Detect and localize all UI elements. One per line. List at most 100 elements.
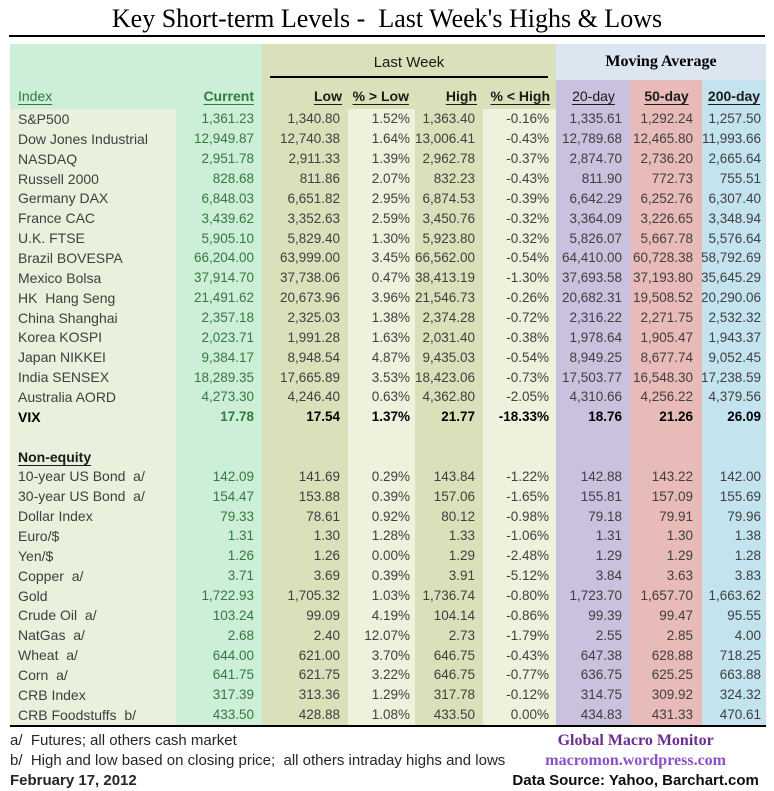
row-value: -1.06% (483, 526, 556, 546)
row-value: 2.85 (631, 625, 702, 646)
row-value: 1,705.32 (262, 585, 348, 606)
column-header-20-day: 20-day (556, 80, 631, 109)
brand-url[interactable]: macromon.wordpress.com (545, 752, 726, 769)
row-value: 2.68 (176, 625, 262, 646)
row-value: 5,576.64 (702, 228, 766, 249)
footnote-b: b/ High and low based on closing price; … (10, 752, 506, 769)
row-value: 434.83 (556, 704, 631, 725)
row-value: -0.73% (483, 367, 556, 388)
row-label: Crude Oil a/ (10, 605, 176, 626)
row-label: VIX (10, 406, 176, 427)
group-header-index-block (10, 44, 262, 80)
row-value: 1,905.47 (631, 327, 702, 348)
row-value: 19,508.52 (631, 287, 702, 308)
row-value: 21,546.73 (415, 287, 483, 308)
row-value: 3.84 (556, 565, 631, 586)
row-value: 99.47 (631, 605, 702, 626)
row-value: -0.43% (483, 128, 556, 149)
row-value: 0.00% (348, 545, 415, 566)
row-value: 0.47% (348, 267, 415, 288)
levels-table: Last Week Moving Average Index Current L… (10, 44, 766, 727)
row-value (262, 446, 348, 467)
row-value: 6,307.40 (702, 188, 766, 209)
row-value: 1,736.74 (415, 585, 483, 606)
row-value: -2.48% (483, 545, 556, 566)
row-value: 12,949.87 (176, 128, 262, 149)
row-value: 1.30 (631, 526, 702, 546)
row-value: 143.84 (415, 466, 483, 487)
row-value: 17.78 (176, 406, 262, 427)
row-value: 9,052.45 (702, 347, 766, 368)
row-value: 3.63 (631, 565, 702, 586)
table-row: Crude Oil a/103.24 99.09 4.19% 104.14 -0.86%… (10, 605, 766, 626)
row-value: 1.33 (415, 526, 483, 546)
row-value: 3.91 (415, 565, 483, 586)
row-value: 1,657.70 (631, 585, 702, 606)
row-value: -0.39% (483, 188, 556, 209)
row-value: 314.75 (556, 684, 631, 705)
row-value: 4,273.30 (176, 387, 262, 407)
row-label: HK Hang Seng (10, 287, 176, 308)
row-value: 2,316.22 (556, 307, 631, 328)
row-label: China Shanghai (10, 307, 176, 328)
row-value: 1.38 (702, 526, 766, 546)
row-value: 16,548.30 (631, 367, 702, 388)
last-week-underline (270, 76, 548, 78)
table-row: Yen/$ 1.26 1.26 0.00% 1.29 -2.48% 1.29 1.29 1.28 (10, 545, 766, 566)
row-label: Mexico Bolsa (10, 267, 176, 288)
row-value: 99.09 (262, 605, 348, 626)
row-value: 18,423.06 (415, 367, 483, 388)
row-value: 17,238.59 (702, 367, 766, 388)
row-value: 13,006.41 (415, 128, 483, 149)
table-row: Russell 2000 828.68 811.86 2.07% 832.23 -0.43… (10, 168, 766, 189)
column-header-pct-above-low: % > Low (348, 80, 415, 109)
row-value: 4,246.40 (262, 387, 348, 407)
row-value: -0.54% (483, 248, 556, 268)
row-value: 80.12 (415, 506, 483, 527)
row-value: 6,252.76 (631, 188, 702, 209)
row-value: 2.59% (348, 208, 415, 229)
table-row: India SENSEX 18,289.35 17,665.89 3.53% 18,42… (10, 367, 766, 388)
row-value: 142.88 (556, 466, 631, 487)
row-value: 1.52% (348, 109, 415, 129)
table-row: S&P500 1,361.23 1,340.80 1.52% 1,363.40 -0.16… (10, 109, 766, 129)
column-header-50-day: 50-day (631, 80, 702, 109)
row-label: France CAC (10, 208, 176, 229)
row-value: 78.61 (262, 506, 348, 527)
row-value: 38,413.19 (415, 267, 483, 288)
row-value: 2,357.18 (176, 307, 262, 328)
row-value: 1.37% (348, 406, 415, 427)
data-source: Data Source: Yahoo, Barchart.com (512, 772, 759, 789)
row-value: -0.80% (483, 585, 556, 606)
row-value: -0.54% (483, 347, 556, 368)
row-value: 2,023.71 (176, 327, 262, 348)
group-header-moving-average: Moving Average (556, 44, 766, 80)
page-title: Key Short-term Levels - Last Week's High… (111, 4, 663, 33)
row-value (702, 446, 766, 467)
row-value: 828.68 (176, 168, 262, 189)
spacer-row (10, 426, 766, 447)
row-value: 644.00 (176, 645, 262, 666)
footer-branding: Global Macro Monitor macromon.wordpress.… (505, 731, 766, 791)
row-label: Russell 2000 (10, 168, 176, 189)
moving-average-label: Moving Average (605, 53, 717, 70)
row-value: -0.43% (483, 168, 556, 189)
brand-name: Global Macro Monitor (557, 732, 714, 749)
row-value: 832.23 (415, 168, 483, 189)
row-value: 1.38% (348, 307, 415, 328)
row-value: 17,503.77 (556, 367, 631, 388)
row-value: 79.91 (631, 506, 702, 527)
row-value: 4,379.56 (702, 387, 766, 407)
row-value: 1.63% (348, 327, 415, 348)
row-value: -0.32% (483, 208, 556, 229)
row-label: Brazil BOVESPA (10, 248, 176, 268)
row-value: 1.29% (348, 684, 415, 705)
row-value: 2,911.33 (262, 148, 348, 169)
row-label: Korea KOSPI (10, 327, 176, 348)
row-value: 5,905.10 (176, 228, 262, 249)
row-value: 636.75 (556, 665, 631, 685)
row-label: S&P500 (10, 109, 176, 129)
row-value: 1,292.24 (631, 109, 702, 129)
row-value: 3,352.63 (262, 208, 348, 229)
row-value: 9,384.17 (176, 347, 262, 368)
